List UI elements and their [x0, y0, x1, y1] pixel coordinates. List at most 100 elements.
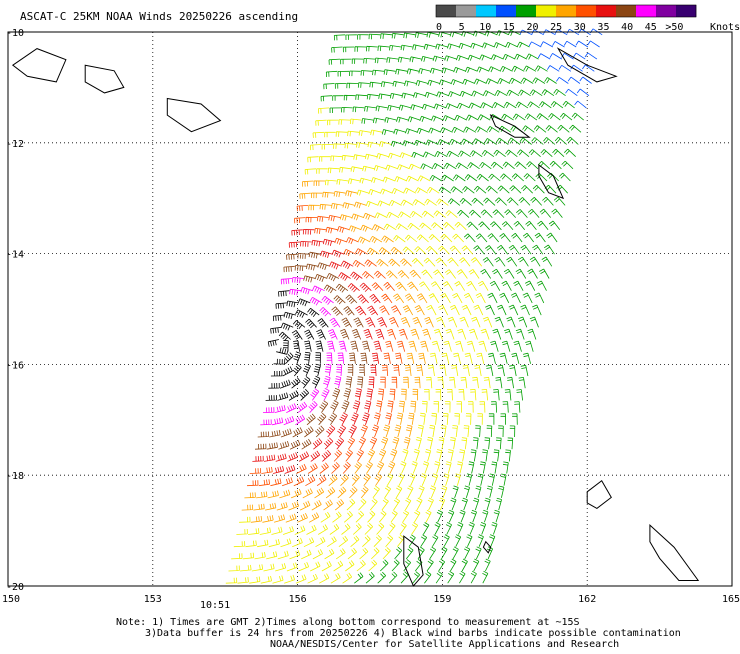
wind-barb — [346, 82, 359, 89]
wind-barb — [551, 208, 563, 218]
wind-barb — [452, 292, 463, 304]
wind-barb — [503, 101, 517, 109]
wind-barb — [520, 244, 532, 255]
wind-barb — [262, 407, 275, 413]
wind-barb — [359, 547, 369, 560]
wind-barb — [539, 268, 550, 279]
wind-barb — [379, 305, 390, 316]
wind-barb — [347, 436, 356, 450]
wind-barb — [263, 454, 276, 462]
wind-barb — [489, 280, 501, 291]
wind-barb — [236, 528, 248, 535]
wind-barb — [292, 537, 303, 548]
wind-barb — [582, 64, 595, 72]
wind-barb — [445, 328, 455, 340]
wind-barb — [476, 66, 490, 73]
wind-barb — [411, 258, 424, 267]
wind-barb — [475, 485, 482, 499]
wind-barb — [400, 316, 411, 328]
wind-barb — [428, 127, 441, 134]
wind-barb — [470, 42, 483, 49]
wind-barb — [292, 364, 302, 377]
wind-barb — [433, 328, 443, 340]
wind-barb — [317, 524, 328, 535]
wind-barb — [303, 537, 315, 548]
wind-barb — [495, 437, 502, 450]
wind-barb — [528, 41, 542, 48]
wind-barb — [463, 233, 476, 243]
wind-barb — [371, 352, 380, 364]
wind-barb — [449, 304, 460, 316]
wind-barb — [259, 527, 271, 535]
wind-barb — [506, 376, 514, 389]
wind-barb — [464, 174, 478, 182]
wind-barb — [543, 244, 555, 255]
wind-barb — [305, 216, 318, 223]
wind-barb — [286, 403, 297, 413]
wind-barb — [302, 229, 315, 235]
colorbar-swatch — [436, 5, 457, 17]
wind-barb — [381, 364, 389, 377]
wind-barb — [365, 461, 373, 474]
wind-barb — [330, 400, 339, 413]
wind-barb — [466, 473, 473, 486]
wind-barb — [351, 473, 360, 486]
wind-barb — [311, 239, 324, 247]
coastline — [11, 48, 67, 83]
x-tick-label: 156 — [289, 594, 307, 605]
coastline — [538, 163, 565, 200]
wind-barb — [434, 151, 448, 158]
wind-barb — [483, 90, 496, 97]
wind-barb — [390, 246, 403, 255]
wind-barb — [421, 210, 435, 218]
wind-barb — [316, 475, 327, 487]
wind-barb — [438, 304, 449, 316]
coastline-layer — [11, 47, 700, 587]
wind-barb — [472, 437, 479, 450]
wind-barb — [361, 271, 375, 279]
wind-barb — [389, 571, 398, 584]
wind-barb — [444, 401, 451, 413]
wind-barb — [407, 281, 419, 291]
wind-barb — [321, 450, 332, 462]
wind-barb — [482, 570, 489, 584]
wind-barb — [488, 66, 501, 73]
wind-barb — [413, 92, 426, 99]
wind-barb — [350, 271, 363, 281]
wind-barb — [522, 292, 533, 304]
wind-barb — [304, 168, 317, 175]
wind-barb — [297, 513, 308, 523]
wind-barb — [378, 448, 387, 462]
wind-barb — [494, 256, 506, 267]
wind-barb — [397, 270, 410, 279]
wind-barb — [453, 174, 466, 182]
wind-barb — [489, 473, 495, 486]
wind-barb — [393, 235, 406, 243]
wind-barb — [541, 256, 553, 267]
wind-barb — [273, 465, 285, 474]
wind-barb — [257, 431, 270, 438]
wind-barb — [438, 558, 446, 572]
wind-barb — [302, 363, 311, 377]
wind-barb — [479, 461, 486, 474]
wind-barb — [369, 293, 381, 304]
wind-barb — [493, 509, 500, 523]
wind-barb — [541, 89, 555, 97]
wind-barb — [407, 222, 420, 231]
colorbar-swatch — [456, 5, 477, 17]
wind-barb — [241, 504, 254, 511]
wind-barb — [330, 155, 343, 162]
coastline — [556, 47, 618, 83]
wind-barb — [357, 376, 364, 389]
wind-barb — [308, 204, 320, 211]
wind-barb — [455, 162, 469, 170]
wind-barb — [254, 443, 267, 450]
wind-barb — [528, 149, 541, 158]
wind-barb — [341, 400, 350, 413]
coastline — [166, 97, 222, 133]
wind-barb — [244, 492, 256, 499]
wind-barb — [450, 558, 457, 572]
wind-barb — [504, 328, 513, 340]
wind-barb — [352, 523, 362, 535]
